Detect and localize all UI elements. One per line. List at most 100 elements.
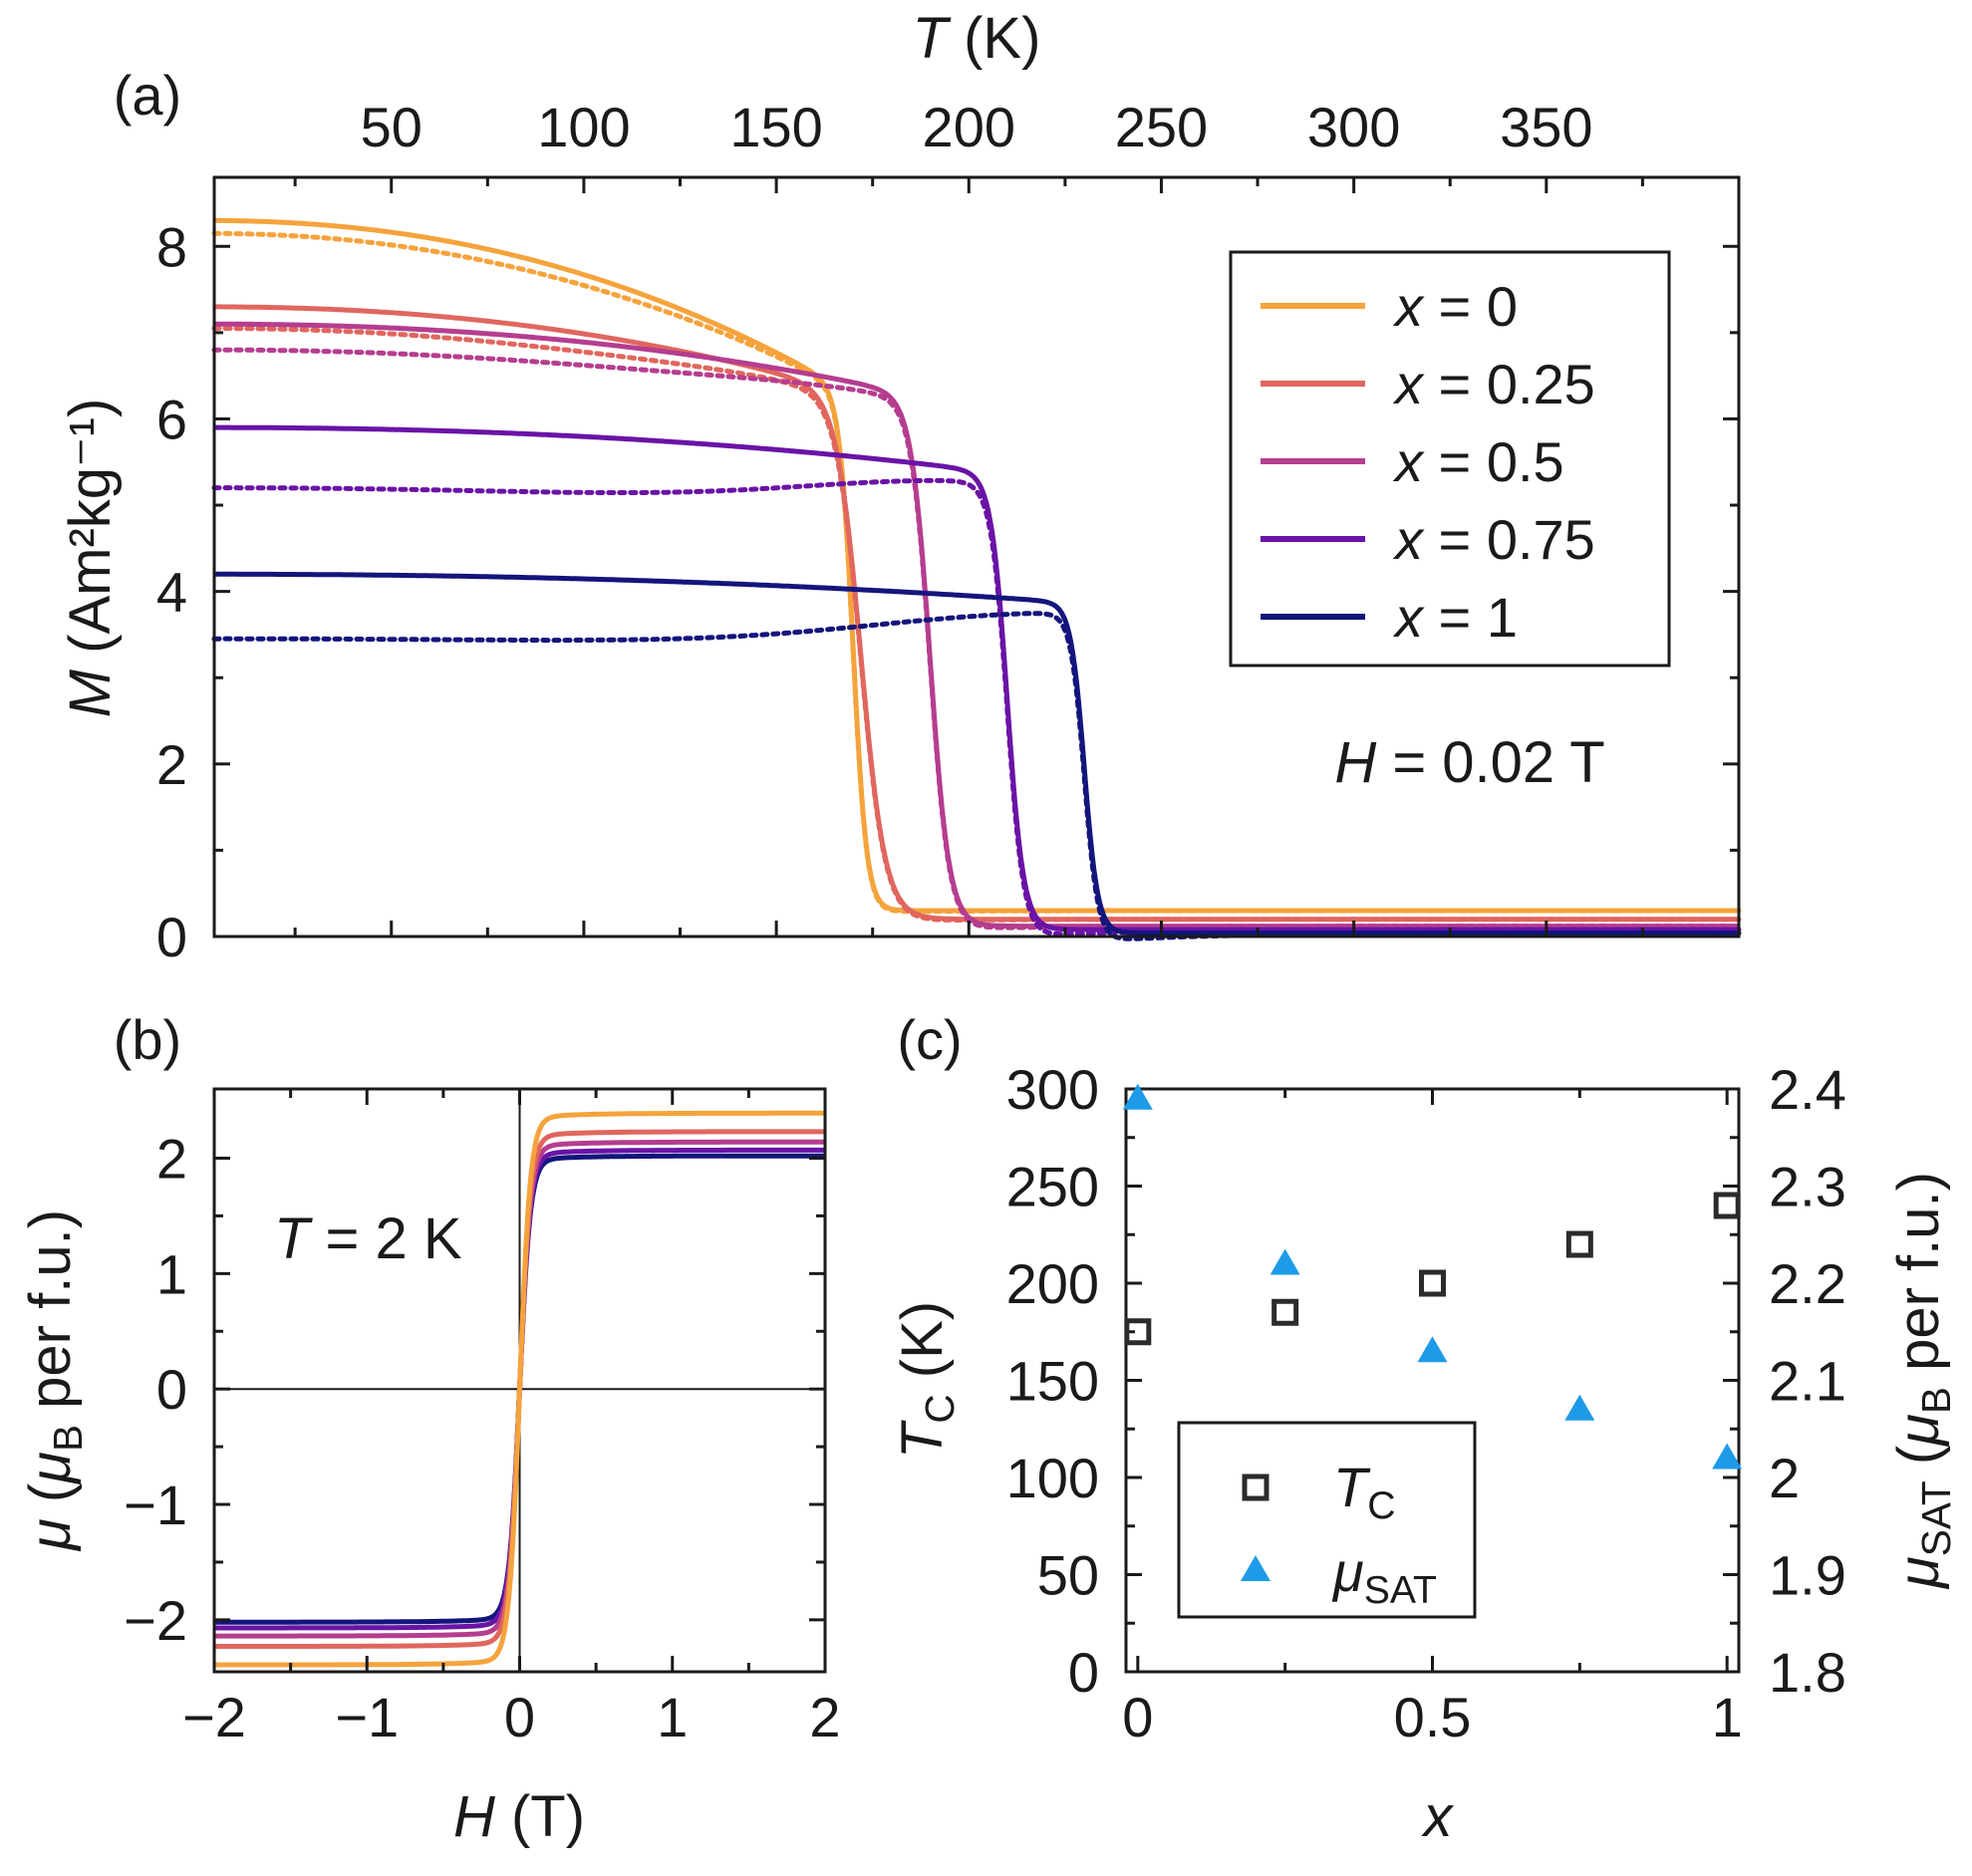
y-tick-label: 6 (156, 388, 187, 450)
y-right-axis-label-part: per f.u.) (1886, 1172, 1951, 1387)
tc-marker-2 (1419, 1269, 1446, 1297)
y-left-tick-label: 300 (1006, 1058, 1099, 1121)
y-tick-label: 2 (156, 1128, 187, 1191)
x-top-tick-label: 250 (1115, 96, 1208, 158)
y-tick-label: 2 (156, 733, 187, 796)
legend-label-musat-part: SAT (1364, 1569, 1437, 1612)
hysteresis-curve-0 (214, 1110, 825, 1668)
curve-fc-series-2 (214, 321, 1739, 930)
y-axis-label-part: ( (18, 1483, 83, 1518)
x-tick-label: 0 (1122, 1686, 1153, 1748)
panel-label-c: (c) (897, 1008, 962, 1071)
y-tick-label: 4 (156, 561, 187, 624)
x-tick-label: −1 (335, 1686, 399, 1748)
legend-label-2-part: x (1392, 430, 1425, 493)
y-right-tick-label: 2.2 (1769, 1252, 1846, 1315)
y-right-axis-label-part: B (1913, 1387, 1959, 1414)
y-axis-label-part: per f.u.) (18, 1209, 83, 1425)
legend-box (1177, 1421, 1477, 1619)
legend-label-3-part: = 0.75 (1423, 508, 1595, 571)
x-tick-label: 2 (809, 1686, 840, 1748)
y-right-tick-label: 2.3 (1769, 1156, 1846, 1218)
y-left-tick-label: 150 (1006, 1350, 1099, 1413)
legend-label-3-part: x (1392, 508, 1425, 571)
x-axis-label-part: H (453, 1784, 495, 1849)
y-tick-label: 0 (156, 1358, 187, 1421)
x-top-tick-label: 300 (1307, 96, 1400, 158)
x-top-axis-label-part: T (913, 6, 952, 71)
x-axis-label: H (T) (453, 1784, 585, 1849)
y-right-tick-label: 2.4 (1769, 1058, 1846, 1121)
tc-marker-3 (1565, 1230, 1593, 1258)
legend: x = 0x = 0.25x = 0.5x = 0.75x = 1 (1229, 250, 1671, 668)
musat-marker-4 (1712, 1443, 1743, 1470)
x-top-tick-label: 100 (537, 96, 630, 158)
temperature-annotation-part: = 2 K (309, 1206, 461, 1271)
curve-fc-series-4 (214, 571, 1739, 936)
temperature-annotation-part: T (274, 1206, 313, 1271)
panel-c: 0 0.5 1 0 50 100 150 200 250 300 1.8 1.9 2 2.1 2.2 2.3 2… (890, 1008, 1959, 1849)
x-top-axis-label: T (K) (913, 6, 1041, 71)
y-left-tick-label: 0 (1068, 1641, 1099, 1704)
y-axis-label-part: μ (18, 1452, 83, 1485)
y-right-tick-label: 1.9 (1769, 1544, 1846, 1607)
y-left-tick-label: 200 (1006, 1252, 1099, 1315)
y-left-tick-label: 100 (1006, 1447, 1099, 1509)
y-tick-label: 8 (156, 215, 187, 278)
legend-label-tc-part: C (1367, 1484, 1395, 1527)
curve-fc-series-0 (213, 217, 1739, 914)
y-right-axis-label: μSAT (μB per f.u.) (1886, 1172, 1959, 1590)
legend-label-1: x = 0.25 (1392, 353, 1595, 415)
x-axis-label-part: x (1421, 1784, 1455, 1849)
legend-label-2: x = 0.5 (1392, 430, 1564, 493)
y-left-axis-label-part: T (890, 1420, 955, 1459)
x-top-tick-label: 350 (1500, 96, 1592, 158)
y-tick-label: 0 (156, 906, 187, 968)
legend-label-2-part: = 0.5 (1423, 430, 1564, 493)
x-axis-label-part: (T) (495, 1784, 585, 1849)
temperature-annotation: T = 2 K (274, 1206, 462, 1271)
x-tick-label: 0.5 (1394, 1686, 1472, 1748)
y-left-tick-label: 250 (1006, 1156, 1099, 1218)
y-right-tick-label: 1.8 (1769, 1641, 1846, 1704)
legend-label-3: x = 0.75 (1392, 508, 1595, 571)
y-left-axis-label-part: C (917, 1394, 963, 1423)
tc-marker-4 (1713, 1192, 1741, 1219)
plot-frame (212, 175, 1741, 938)
panel-a: 50 100 150 200 250 300 350 0 2 4 6 8 T (K) M (Am²kg⁻¹… (58, 6, 1742, 968)
legend-label-4-part: x (1392, 586, 1425, 649)
musat-marker-1 (1269, 1248, 1300, 1275)
y-left-axis-label: TC (K) (890, 1301, 963, 1459)
x-tick-label: 0 (504, 1686, 535, 1748)
field-annotation-part: = 0.02 T (1376, 730, 1604, 795)
y-axis-label-part: μ (18, 1518, 83, 1552)
y-axis-label: M (Am²kg⁻¹) (58, 399, 123, 718)
x-tick-label: 1 (657, 1686, 688, 1748)
x-top-tick-label: 200 (923, 96, 1015, 158)
legend-label-0: x = 0 (1392, 275, 1518, 338)
y-tick-label: −1 (124, 1474, 187, 1536)
x-tick-label: 1 (1712, 1686, 1743, 1748)
y-right-tick-label: 2.1 (1769, 1350, 1846, 1413)
x-tick-label: −2 (182, 1686, 246, 1748)
curve-fc-series-1 (214, 304, 1739, 923)
legend-label-musat-part: μ (1331, 1540, 1364, 1603)
musat-marker-3 (1564, 1394, 1595, 1421)
x-top-axis-label-part: (K) (948, 6, 1040, 71)
y-right-axis-label-part: ( (1886, 1446, 1951, 1480)
x-top-tick-label: 150 (729, 96, 822, 158)
legend-label-0-part: x (1392, 275, 1425, 338)
legend-label-tc-part: T (1333, 1456, 1371, 1518)
legend-label-4: x = 1 (1392, 586, 1518, 649)
y-right-axis-label-part: μ (1886, 1414, 1951, 1448)
tc-marker-0 (1124, 1318, 1152, 1346)
y-right-axis-label-part: μ (1886, 1556, 1951, 1590)
y-tick-label: 1 (156, 1242, 187, 1305)
y-axis-label-part: B (45, 1425, 91, 1452)
musat-marker-2 (1417, 1336, 1448, 1363)
field-annotation: H = 0.02 T (1334, 730, 1604, 795)
panel-label-a: (a) (114, 64, 181, 127)
y-left-tick-label: 50 (1037, 1544, 1099, 1607)
y-axis-label: μ (μB per f.u.) (18, 1209, 91, 1552)
